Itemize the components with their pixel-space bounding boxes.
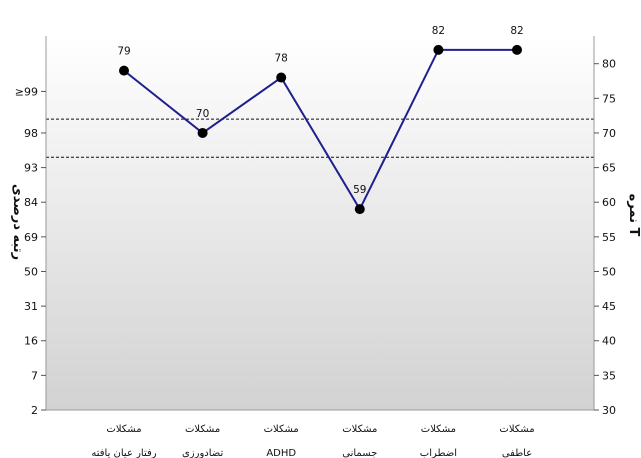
right-tick-label: 45	[602, 300, 616, 313]
x-axis-labels: مشکلات رفتار عیان یافته مشکلات تضادورزی مشکل…	[91, 424, 534, 458]
x-label-line2: اضطراب	[420, 448, 457, 458]
right-tick-label: 75	[602, 92, 616, 105]
left-tick-label: 50	[24, 265, 38, 278]
data-point	[354, 204, 365, 215]
x-label-line2: عاطفی	[502, 448, 532, 458]
plot-area	[46, 36, 594, 410]
x-label-line1: مشکلات	[499, 424, 534, 435]
right-tick-label: 80	[602, 58, 616, 71]
threshold-lines	[46, 118, 594, 158]
series-line	[123, 48, 517, 212]
data-point	[119, 65, 129, 76]
data-label: 59	[353, 184, 366, 196]
left-tick-label: 98	[24, 127, 38, 140]
data-label: 70	[196, 108, 209, 120]
x-label-line1: مشکلات	[421, 424, 456, 435]
data-point	[197, 127, 208, 138]
x-label-line2: تضادورزی	[182, 448, 223, 458]
right-axis-title: نمره T	[626, 194, 641, 237]
x-label-line1: مشکلات	[106, 424, 141, 435]
left-tick-label: 2	[31, 404, 38, 417]
left-axis-title: رتبه درصدی	[10, 184, 25, 260]
x-label-line1: مشکلات	[342, 424, 377, 435]
right-tick-label: 50	[602, 265, 616, 278]
x-label-line1: مشکلات	[185, 424, 220, 435]
left-tick-label: 69	[24, 231, 38, 244]
left-tick-label: 93	[24, 162, 38, 175]
data-point	[512, 44, 522, 55]
right-axis-ticks: 30 35 40 45 50 55 60 65 70 75 80	[594, 58, 616, 417]
left-axis-ticks: 2 7 16 31 50 69 84 93 98 ≥99	[15, 85, 46, 417]
data-label: 79	[117, 46, 130, 58]
data-point	[276, 72, 287, 83]
series-layer: 79 70 78 59 82 82	[117, 25, 524, 215]
data-point	[433, 44, 444, 55]
left-tick-label: 16	[24, 335, 38, 348]
data-label: 82	[510, 25, 523, 37]
data-label: 82	[432, 25, 445, 37]
left-tick-label: 84	[24, 196, 38, 209]
left-tick-label: ≥99	[15, 85, 38, 98]
right-tick-label: 70	[602, 127, 616, 140]
right-tick-label: 65	[602, 162, 616, 175]
right-tick-label: 35	[602, 369, 616, 382]
data-label: 78	[275, 53, 288, 65]
right-tick-label: 40	[602, 335, 616, 348]
left-tick-label: 31	[24, 300, 38, 313]
x-label-line2: ADHD	[266, 448, 296, 458]
x-label-line1: مشکلات	[264, 424, 299, 435]
x-label-line2: جسمانی	[342, 448, 377, 458]
x-label-line2: رفتار عیان یافته	[91, 448, 156, 458]
right-tick-label: 60	[602, 196, 616, 209]
right-tick-label: 55	[602, 231, 616, 244]
left-tick-label: 7	[31, 369, 38, 382]
right-tick-label: 30	[602, 404, 616, 417]
